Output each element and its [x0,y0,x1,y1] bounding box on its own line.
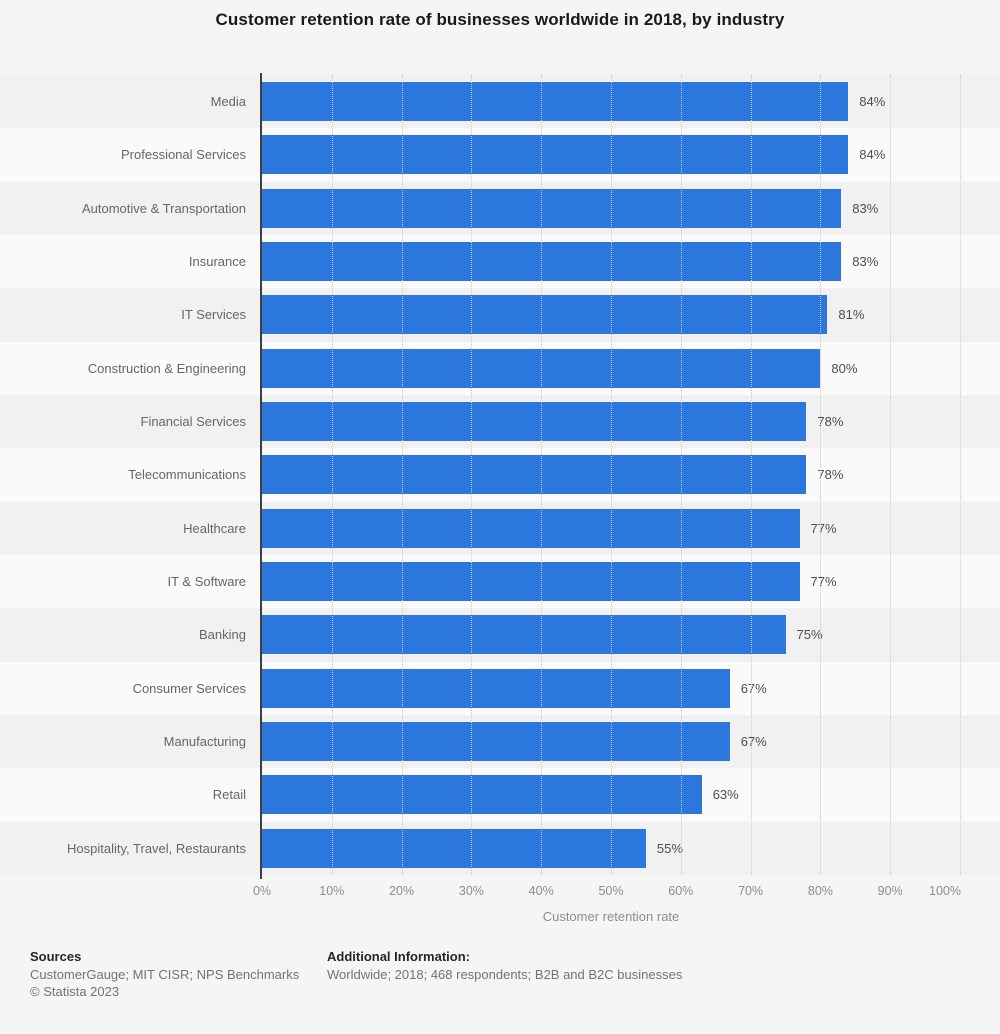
gridline [960,75,961,875]
plot-area: Media 84% Professional Services 84% Automoti… [0,73,1000,879]
bar[interactable] [262,615,786,655]
gridline [471,75,473,875]
bar[interactable] [262,668,730,708]
chart-row: Hospitality, Travel, Restaurants 55% [0,821,1000,875]
chart-row: Telecommunications 78% [0,448,1000,502]
value-label: 63% [712,787,739,803]
x-tick-label: 10% [319,884,345,898]
value-label: 78% [817,467,844,483]
chart-row: Consumer Services 67% [0,661,1000,715]
chart-title: Customer retention rate of businesses wo… [215,10,785,29]
category-label: Telecommunications [128,467,246,483]
chart-row: Media 84% [0,75,1000,129]
bar[interactable] [262,82,849,121]
value-label: 83% [852,254,879,270]
gridline [541,75,543,875]
chart-row: Construction & Engineering 80% [0,341,1000,395]
bar[interactable] [262,241,842,281]
bar[interactable] [262,295,828,335]
bar[interactable] [262,775,702,815]
gridline [750,75,752,875]
chart-row: Professional Services 84% [0,128,1000,182]
bar[interactable] [262,455,807,495]
category-label: Healthcare [183,520,246,536]
category-label: Consumer Services [132,680,246,696]
gridline [401,75,403,875]
footer-additional-info: Additional Information: Worldwide; 2018;… [327,948,682,983]
value-label: 84% [859,147,886,163]
copyright-text: © Statista 2023 [30,984,120,999]
chart-row: Manufacturing 67% [0,714,1000,769]
category-label: Construction & Engineering [87,360,246,376]
chart-row: Financial Services 78% [0,394,1000,449]
x-tick-label: 90% [877,884,903,898]
x-tick-label: 80% [807,884,833,898]
x-tick-label: 100% [929,884,961,898]
additional-info-text: Worldwide; 2018; 468 respondents; B2B an… [327,966,683,982]
category-label: Financial Services [140,414,247,430]
x-tick-label: 20% [389,884,415,898]
additional-info-heading: Additional Information: [327,949,470,964]
bar[interactable] [262,561,800,601]
chart-row: Banking 75% [0,608,1000,662]
gridline [890,75,892,875]
gridline [611,75,612,875]
value-label: 80% [831,360,858,376]
x-tick-label: 70% [738,884,764,898]
value-label: 67% [740,734,767,750]
gridline [680,75,682,875]
value-label: 55% [656,840,683,856]
sources-heading: Sources [30,949,82,964]
value-label: 81% [838,307,865,323]
category-label: Banking [199,627,246,643]
category-label: Manufacturing [163,734,246,750]
value-label: 84% [859,94,886,110]
gridline [331,75,333,875]
chart-row: Insurance 83% [0,234,1000,289]
x-axis-ticks: 0% 10% 20% 30% 40% 50% 60% 70% 80% 90% 100% [0,884,1000,900]
bar[interactable] [262,401,807,441]
category-label: Automotive & Transportation [81,200,246,216]
bar-rows: Media 84% Professional Services 84% Automoti… [0,75,1000,875]
chart-row: Automotive & Transportation 83% [0,181,1000,235]
sources-text: CustomerGauge; MIT CISR; NPS Benchmarks [30,966,300,982]
bar[interactable] [262,188,842,228]
category-label: Hospitality, Travel, Restaurants [67,840,246,856]
x-axis-title: Customer retention rate [542,909,680,924]
category-label: IT Services [181,307,246,323]
chart-row: Retail 63% [0,768,1000,822]
value-label: 77% [810,574,837,590]
category-label: Media [210,94,246,110]
category-label: Retail [212,787,246,803]
x-tick-label: 50% [598,884,624,898]
value-label: 83% [852,200,879,216]
category-label: Professional Services [121,147,246,163]
value-label: 75% [796,627,823,643]
value-label: 67% [740,680,767,696]
category-label: IT & Software [167,574,246,590]
x-tick-label: 40% [528,884,554,898]
bar[interactable] [262,508,800,548]
y-axis-line [259,73,262,879]
chart-row: IT Services 81% [0,288,1000,342]
footer-sources: Sources CustomerGauge; MIT CISR; NPS Ben… [30,948,299,1001]
bar[interactable] [262,135,849,175]
chart-row: Healthcare 77% [0,501,1000,555]
chart-row: IT & Software 77% [0,554,1000,609]
x-tick-label: 60% [668,884,694,898]
category-label: Insurance [188,254,246,270]
value-label: 78% [817,414,844,430]
x-tick-label: 0% [252,884,272,898]
x-tick-label: 30% [458,884,484,898]
gridline [820,75,822,875]
bar[interactable] [262,828,646,868]
bar[interactable] [262,721,730,761]
value-label: 77% [810,520,837,536]
